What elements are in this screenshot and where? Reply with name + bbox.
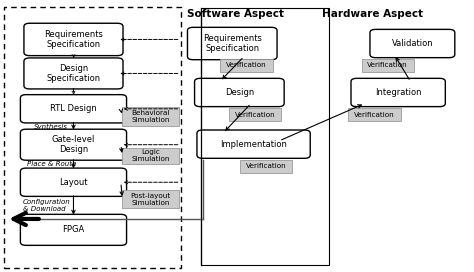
Bar — [220, 59, 273, 72]
FancyBboxPatch shape — [197, 130, 310, 158]
FancyBboxPatch shape — [194, 78, 284, 107]
Text: Post-layout
Simulation: Post-layout Simulation — [131, 193, 171, 206]
Text: RTL Design: RTL Design — [50, 104, 97, 113]
Text: Verification: Verification — [354, 112, 395, 118]
FancyBboxPatch shape — [351, 78, 445, 107]
Bar — [122, 107, 179, 126]
Text: Validation: Validation — [392, 39, 433, 48]
Text: Verification: Verification — [246, 163, 286, 169]
Text: Software Aspect: Software Aspect — [187, 9, 283, 19]
Text: Verification: Verification — [226, 62, 267, 68]
FancyBboxPatch shape — [20, 214, 127, 245]
Text: Layout: Layout — [59, 178, 88, 187]
Text: Requirements
Specification: Requirements Specification — [203, 34, 262, 53]
Text: Requirements
Specification: Requirements Specification — [44, 30, 103, 49]
Bar — [362, 59, 414, 72]
Text: FPGA: FPGA — [63, 225, 84, 234]
FancyBboxPatch shape — [24, 58, 123, 89]
Text: Place & Route: Place & Route — [27, 161, 77, 167]
Text: Design: Design — [225, 88, 254, 97]
Text: Verification: Verification — [367, 62, 408, 68]
Text: Integration: Integration — [375, 88, 421, 97]
Text: Design
Specification: Design Specification — [46, 64, 100, 83]
FancyBboxPatch shape — [20, 168, 127, 196]
FancyBboxPatch shape — [24, 23, 123, 56]
Bar — [4, 7, 181, 268]
Bar — [240, 160, 292, 173]
Bar — [229, 108, 281, 121]
Text: Configuration
& Download: Configuration & Download — [23, 199, 71, 212]
Bar — [201, 8, 329, 265]
Text: Gate-level
Design: Gate-level Design — [52, 135, 95, 154]
FancyBboxPatch shape — [20, 129, 127, 160]
FancyBboxPatch shape — [370, 29, 455, 58]
Text: Logic
Simulation: Logic Simulation — [132, 149, 170, 162]
Text: Synthesis: Synthesis — [34, 123, 68, 129]
Text: Implementation: Implementation — [220, 140, 287, 149]
Bar — [348, 108, 401, 121]
FancyBboxPatch shape — [187, 27, 277, 60]
Text: Verification: Verification — [235, 112, 275, 118]
Bar — [122, 190, 179, 208]
Bar — [122, 148, 179, 164]
Text: Hardware Aspect: Hardware Aspect — [321, 9, 423, 19]
FancyBboxPatch shape — [20, 95, 127, 123]
Text: Behavioral
Simulation: Behavioral Simulation — [132, 110, 170, 123]
